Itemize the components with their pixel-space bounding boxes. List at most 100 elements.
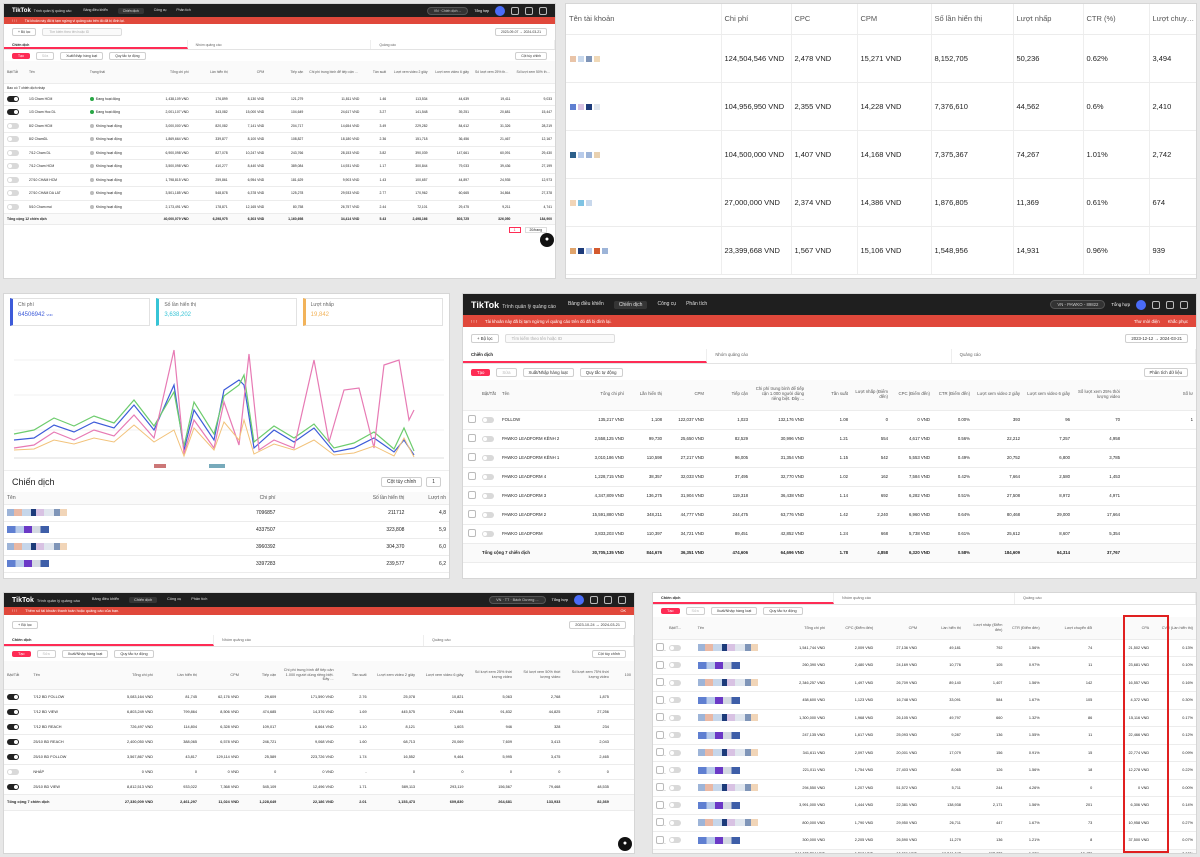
date-range-picker[interactable]: 2023-10-24 → 2024-03-21	[569, 621, 626, 629]
table-row[interactable]: 3960392 304,370 6,0	[4, 538, 449, 556]
column-header[interactable]: Lượt xem video 2 giây	[389, 61, 431, 84]
nav-item[interactable]: Bảng điều khiển	[83, 7, 108, 12]
column-header[interactable]: Tên	[499, 380, 577, 411]
table-row[interactable]: 1/3 Cham HCM Đang hoạt động 1,438,109 VND 1…	[4, 92, 555, 106]
table-row[interactable]: 260,390 VND 2,480 VND 24,169 VND 10,776 105 0…	[653, 656, 1196, 675]
tiktok-logo[interactable]: TikTok Trình quản lý quảng cáo	[12, 7, 72, 14]
bell-icon[interactable]	[1166, 300, 1174, 309]
column-header[interactable]: CPC	[791, 4, 858, 35]
toggle-switch[interactable]	[669, 837, 682, 844]
column-header[interactable]: CPM	[665, 380, 707, 411]
column-header[interactable]: CTR (%)	[1083, 4, 1150, 35]
row-checkbox[interactable]	[656, 765, 664, 774]
auto-rules-dropdown[interactable]: Quy tắc tự động	[114, 650, 154, 658]
row-checkbox[interactable]	[656, 835, 664, 844]
tab-campaign[interactable]: Chiến dịch	[463, 349, 708, 363]
table-row[interactable]: PAWKO LEADFORM KÊNH 2 2,558,125 VND 99,730…	[463, 429, 1196, 449]
toggle-switch[interactable]	[669, 749, 682, 756]
column-header[interactable]: Tên tài khoản	[566, 4, 722, 35]
toggle-switch[interactable]	[7, 176, 19, 183]
column-header[interactable]: Số lượt xem 25% thời lượng video	[472, 61, 514, 84]
table-row[interactable]: 3,991,000 VND 1,444 VND 22,381 VND 138,938 2…	[653, 796, 1196, 815]
table-row[interactable]: 458,600 VND 1,123 VND 16,748 VND 33,091 584 1…	[653, 691, 1196, 710]
column-header[interactable]: Lượt nhấp	[1013, 4, 1084, 35]
toggle-switch[interactable]	[7, 149, 19, 156]
nav-item[interactable]: Công cụ	[153, 7, 167, 12]
table-row[interactable]: PAWKO LEADFORM KÊNH 1 3,010,186 VND 110,59…	[463, 448, 1196, 468]
table-row[interactable]: PAWKO LEADFORM 3,833,203 VND 110,397 34,721…	[463, 524, 1196, 544]
account-name[interactable]: Tổng hợp	[474, 8, 489, 13]
account-selector[interactable]: VN · Chiến dịch ...	[426, 6, 469, 15]
nav-item[interactable]: Phân tích	[176, 7, 191, 12]
row-checkbox[interactable]	[656, 800, 664, 809]
column-header[interactable]: Số lượt xem 50% thời lượng video	[513, 61, 555, 84]
column-header[interactable]: Tên	[25, 61, 87, 84]
toggle-switch[interactable]	[7, 738, 19, 745]
column-header[interactable]: Lượt chuyển đổi	[1149, 4, 1196, 35]
row-checkbox[interactable]	[656, 748, 664, 757]
bell-icon[interactable]	[525, 6, 533, 15]
chat-icon[interactable]: ●	[540, 233, 554, 247]
table-row[interactable]: 5/10 Cham moi Không hoạt động 2,173,491 VN…	[4, 200, 555, 214]
row-checkbox[interactable]	[656, 660, 664, 669]
table-row[interactable]: 7/12 Cham HCM Không hoạt động 3,500,098 VN…	[4, 159, 555, 174]
table-row[interactable]: PAWKO LEADFORM 4 1,228,715 VND 38,357 32,03…	[463, 467, 1196, 487]
select-all-checkbox[interactable]	[463, 380, 479, 411]
table-row[interactable]: 7/12 Cham DL Không hoạt động 6,900,098 VND…	[4, 146, 555, 160]
toggle-switch[interactable]	[669, 802, 682, 809]
nav-item[interactable]: Phân tích	[686, 300, 708, 307]
chat-icon[interactable]	[511, 6, 519, 15]
column-header[interactable]: 100	[611, 661, 634, 690]
toggle-switch[interactable]	[669, 679, 682, 686]
column-header[interactable]: CVR (Lần hiển thị)	[1152, 617, 1196, 640]
table-row[interactable]: 294,550 VND 1,207 VND 51,572 VND 5,711 244 4.…	[653, 779, 1196, 797]
toggle-switch[interactable]	[482, 473, 494, 480]
table-row[interactable]: 2,346,257 VND 1,497 VND 26,709 VND 89,140 1,…	[653, 674, 1196, 692]
row-checkbox[interactable]	[656, 783, 664, 792]
tab-adgroup[interactable]: Nhóm quảng cáo	[834, 593, 1015, 604]
draft-group-row[interactable]: Bao có 7 chiến dịch nháp	[4, 83, 555, 93]
page-button[interactable]: 1	[508, 227, 521, 233]
toggle-switch[interactable]	[7, 122, 19, 129]
row-checkbox[interactable]	[656, 730, 664, 739]
edit-button[interactable]: Sửa	[35, 51, 55, 60]
toggle-switch[interactable]	[7, 693, 19, 700]
account-selector[interactable]: VN - PAWKO - 89822	[1050, 300, 1106, 309]
account-name[interactable]: Tổng hợp	[551, 598, 568, 602]
row-checkbox[interactable]	[656, 695, 664, 704]
column-header[interactable]: CTR (Điểm đến)	[933, 380, 973, 411]
table-row[interactable]: NHÁP 0 VND 0 0 VND 0 0 VND -0 0 0 0 0	[4, 764, 634, 780]
table-row[interactable]: 7096857 211712 4,8	[4, 504, 449, 522]
column-header[interactable]: Lượt nhấp (Điểm đến)	[963, 617, 1006, 640]
row-checkbox[interactable]	[656, 643, 664, 652]
bell-icon[interactable]	[604, 596, 612, 604]
toggle-switch[interactable]	[7, 723, 19, 730]
column-header[interactable]: Số lượt xem 25% thời lượng video	[1073, 380, 1123, 411]
column-header[interactable]: Số lư	[1123, 380, 1196, 411]
tiktok-logo[interactable]: TikTok Trình quản lý quảng cáo	[471, 299, 556, 310]
table-row[interactable]: 3397283 239,577 6,2	[4, 555, 449, 573]
column-header[interactable]: Chi phí trung bình để tiếp cận 1.000 ngư…	[306, 61, 363, 84]
table-row[interactable]: 800,000 VND 1,790 VND 29,950 VND 26,711 447 1…	[653, 814, 1196, 832]
column-header[interactable]: Bật/T...	[666, 617, 695, 640]
edit-button[interactable]: Sửa	[496, 367, 517, 377]
account-selector[interactable]: VN · TT · Bách Dương ...	[489, 596, 546, 604]
help-icon[interactable]	[618, 596, 626, 604]
toggle-switch[interactable]	[669, 732, 682, 739]
tab-ad[interactable]: Quảng cáo	[371, 40, 555, 49]
toggle-switch[interactable]	[7, 190, 19, 197]
column-header[interactable]: Số lượt xem 75% thời lượng video	[563, 661, 612, 690]
column-header[interactable]: Số lần hiển thị	[278, 492, 408, 505]
column-header[interactable]: CPM	[200, 661, 242, 690]
column-header[interactable]: Lượt chuyển đổi	[1042, 617, 1096, 640]
column-header[interactable]: CPM	[857, 4, 932, 35]
column-header[interactable]: Chi phí	[721, 4, 792, 35]
chat-icon[interactable]	[1152, 300, 1160, 309]
column-header[interactable]: Bật/Tắt	[4, 61, 26, 84]
nav-item[interactable]: Chiến dịch	[117, 7, 144, 14]
toggle-switch[interactable]	[7, 753, 19, 760]
toggle-switch[interactable]	[7, 783, 19, 790]
toggle-switch[interactable]	[7, 109, 19, 116]
column-header[interactable]: Lần hiển thị	[191, 61, 231, 84]
column-header[interactable]: Tổng chi phí	[98, 661, 156, 690]
